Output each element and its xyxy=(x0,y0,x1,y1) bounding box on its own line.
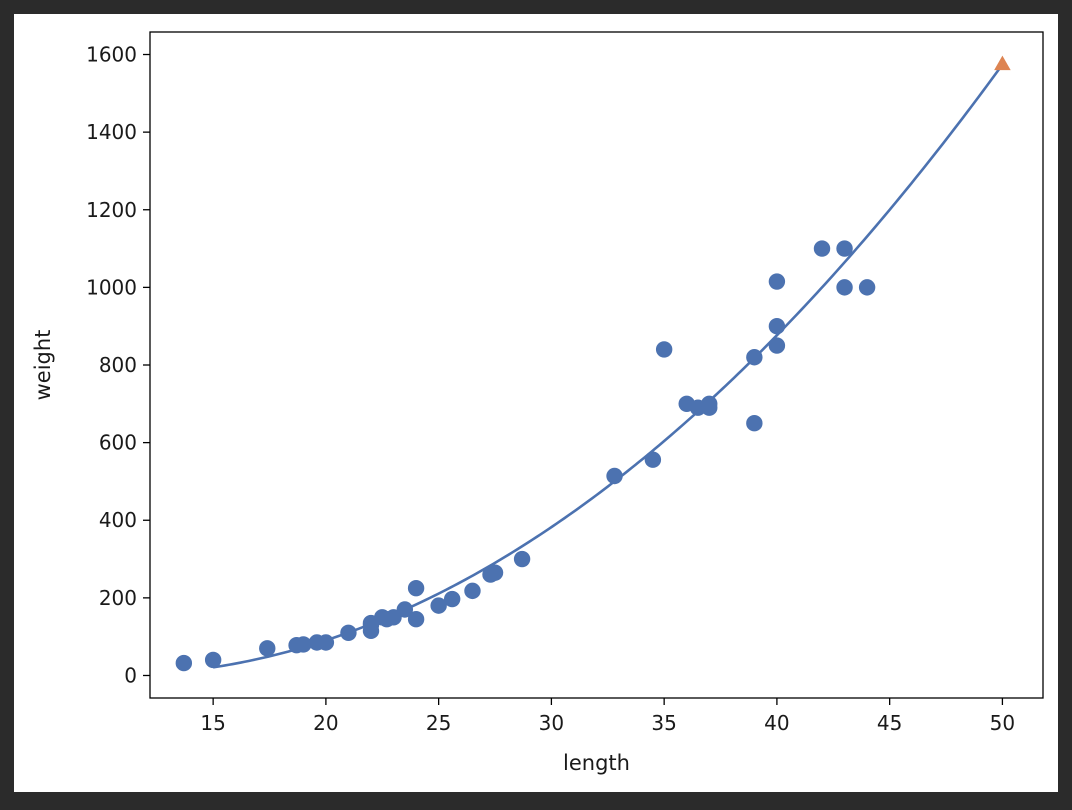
y-tick-label: 200 xyxy=(99,586,137,610)
x-tick-label: 25 xyxy=(426,711,451,735)
data-point xyxy=(175,654,193,672)
x-tick-label: 35 xyxy=(651,711,676,735)
x-tick-label: 50 xyxy=(990,711,1015,735)
y-tick-label: 0 xyxy=(124,663,137,687)
y-tick-label: 1200 xyxy=(86,198,137,222)
y-tick-label: 1000 xyxy=(86,275,137,299)
data-point xyxy=(464,582,481,600)
figure: 15 20 25 30 35 40 45 50 0 200 400 600 800 1000 1200 14… xyxy=(14,14,1058,792)
x-axis-label: length xyxy=(563,751,630,775)
plot-area xyxy=(150,32,1043,698)
data-point xyxy=(513,550,531,568)
x-tick-label: 45 xyxy=(877,711,902,735)
data-point xyxy=(340,624,357,641)
data-point xyxy=(606,467,623,485)
data-point xyxy=(396,601,414,618)
data-point xyxy=(768,317,786,335)
data-point xyxy=(407,611,425,628)
data-point xyxy=(430,597,447,614)
data-point xyxy=(655,341,673,358)
prediction-marker xyxy=(994,55,1011,71)
data-point xyxy=(644,451,662,468)
data-point xyxy=(746,349,763,366)
data-point xyxy=(746,415,763,432)
y-tick-label: 1400 xyxy=(86,120,137,144)
data-point xyxy=(836,240,853,257)
data-point xyxy=(768,273,786,290)
y-tick-label: 1600 xyxy=(86,43,137,67)
data-point xyxy=(813,240,831,257)
data-point xyxy=(768,337,786,354)
data-point xyxy=(443,590,461,608)
chart: 15 20 25 30 35 40 45 50 0 200 400 600 800 1000 1200 14… xyxy=(31,31,1044,775)
y-tick-label: 400 xyxy=(99,508,137,532)
x-tick-label: 20 xyxy=(313,711,338,735)
y-axis-label: weight xyxy=(31,330,55,401)
x-tick-label: 40 xyxy=(764,711,789,735)
data-point xyxy=(259,640,276,657)
x-tick-label: 30 xyxy=(539,711,564,735)
x-tick-label: 15 xyxy=(200,711,225,735)
data-point xyxy=(317,634,335,651)
data-point xyxy=(858,279,876,296)
data-point xyxy=(407,579,425,597)
data-point xyxy=(701,395,718,413)
data-point xyxy=(836,279,853,296)
y-tick-label: 800 xyxy=(99,353,137,377)
data-point xyxy=(486,564,504,581)
y-tick-label: 600 xyxy=(99,431,137,455)
data-point xyxy=(295,636,312,653)
data-point xyxy=(204,651,222,669)
